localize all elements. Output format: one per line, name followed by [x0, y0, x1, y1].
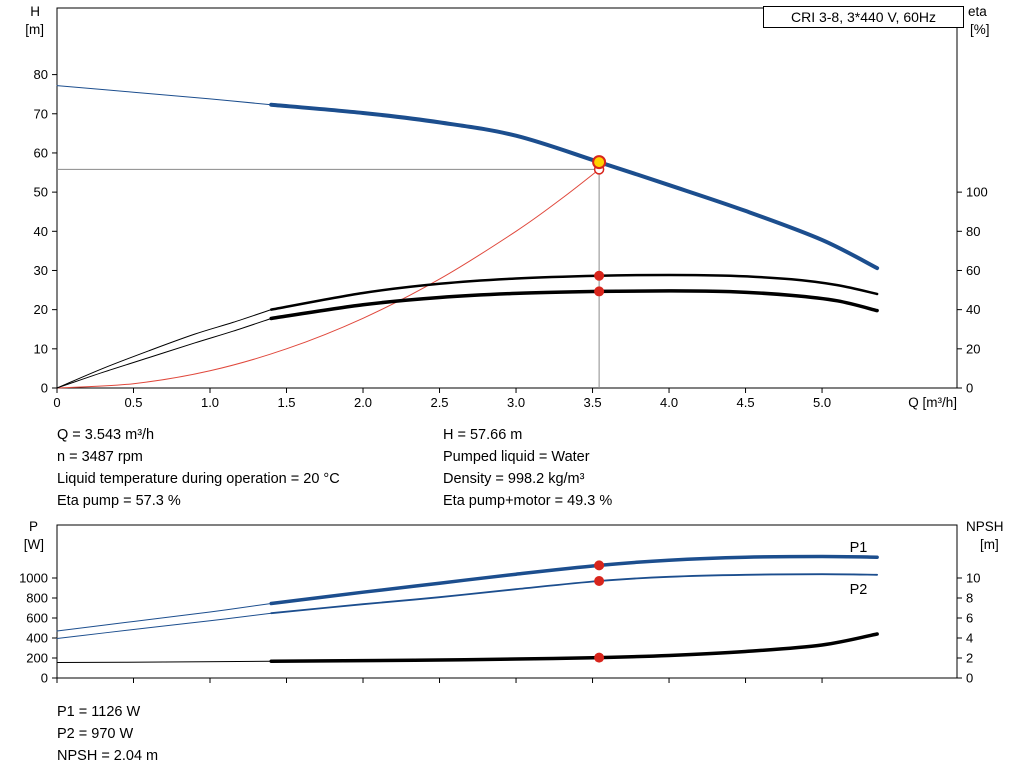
readout-line-n: n = 3487 rpm: [57, 449, 143, 465]
readout-line-h: H = 57.66 m: [443, 427, 523, 443]
plot-frame: [56, 7, 958, 389]
p2-point: [594, 576, 605, 586]
x-tick-label: 3.0: [507, 395, 525, 410]
right-tick-label: 8: [966, 591, 973, 606]
y-tick-label: 0: [41, 671, 48, 686]
readout-line-npsh: NPSH = 2.04 m: [57, 748, 159, 764]
right-tick-label: 2: [966, 651, 973, 666]
axis-unit-label: H: [30, 4, 40, 19]
y-tick-label: 1000: [19, 571, 48, 586]
x-tick-label: 2.0: [354, 395, 372, 410]
y-tick-label: 20: [34, 302, 48, 317]
x-tick-label: 4.5: [737, 395, 755, 410]
p1-point: [594, 560, 605, 571]
y-tick-label: 800: [26, 591, 48, 606]
axis-unit-label: [m]: [980, 537, 999, 552]
y-tick-label: 40: [34, 224, 48, 239]
y-tick-label: 10: [34, 341, 48, 356]
right-tick-label: 0: [966, 381, 973, 396]
x-tick-label: 1.5: [277, 395, 295, 410]
eta-pump-motor-curve: [269, 289, 879, 321]
x-tick-label: 1.0: [201, 395, 219, 410]
readout-line-p2: P2 = 970 W: [57, 726, 134, 742]
eta-pump-point: [594, 270, 605, 281]
y-tick-label: 60: [34, 145, 48, 160]
p1-curve: [269, 554, 879, 606]
npsh-lead: [56, 660, 272, 663]
pump-curve: [269, 102, 880, 271]
readout-line-density: Density = 998.2 kg/m³: [443, 471, 585, 487]
eta-pump-curve: [269, 273, 879, 311]
plot-frame: [56, 524, 958, 679]
x-tick-label: 3.5: [583, 395, 601, 410]
axis-unit-label: [W]: [24, 537, 44, 552]
axis-unit-label: NPSH: [966, 519, 1004, 534]
eta-pump-motor-point: [594, 286, 605, 297]
pump-title: CRI 3-8, 3*440 V, 60Hz: [790, 9, 936, 25]
duty-point: [592, 155, 607, 170]
axis-unit-label: [m]: [25, 22, 44, 37]
y-tick-label: 400: [26, 631, 48, 646]
readout-line-pumped-liquid: Pumped liquid = Water: [443, 449, 590, 465]
x-tick-label: 2.5: [430, 395, 448, 410]
x-axis-label: Q [m³/h]: [908, 395, 957, 410]
series-label-p2: P2: [850, 582, 868, 598]
right-tick-label: 10: [966, 571, 980, 586]
right-tick-label: 60: [966, 263, 980, 278]
x-tick-label: 5.0: [813, 395, 831, 410]
p2-lead: [56, 612, 272, 639]
head-efficiency-chart: 0 10 20 30 40 50 60 70 80 0 20 40 60 80 100 0 0.5 1.0 1.5 2…: [25, 4, 990, 410]
y-tick-label: 600: [26, 611, 48, 626]
y-tick-label: 70: [34, 106, 48, 121]
right-tick-label: 40: [966, 302, 980, 317]
x-tick-label: 4.0: [660, 395, 678, 410]
system-curve: [56, 168, 600, 389]
axis-unit-label: eta: [968, 4, 987, 19]
operating-point-column-2: H = 57.66 m Pumped liquid = Water Densit…: [443, 424, 612, 512]
y-tick-label: 200: [26, 651, 48, 666]
p1-lead: [56, 603, 272, 632]
npsh-curve: [269, 632, 879, 663]
pump-title-box: CRI 3-8, 3*440 V, 60Hz: [763, 6, 964, 28]
y-tick-label: 80: [34, 67, 48, 82]
operating-point-column-1: Q = 3.543 m³/h n = 3487 rpm Liquid tempe…: [57, 424, 340, 512]
right-tick-label: 4: [966, 631, 973, 646]
x-tick-label: 0.5: [124, 395, 142, 410]
right-tick-label: 20: [966, 341, 980, 356]
npsh-point: [594, 652, 605, 663]
eta-pump-motor-lead: [56, 317, 272, 389]
readout-line-liquid-temp: Liquid temperature during operation = 20…: [57, 471, 340, 487]
readout-line-eta-pump-motor: Eta pump+motor = 49.3 %: [443, 493, 613, 509]
axis-unit-label: P: [29, 519, 38, 534]
power-npsh-chart: 0 200 400 600 800 1000 0 2 4 6 8 10 P1 P2 P [W] NPSH [m]: [19, 519, 1004, 686]
y-tick-label: 0: [41, 381, 48, 396]
right-tick-label: 0: [966, 671, 973, 686]
series-label-p1: P1: [850, 540, 868, 556]
right-tick-label: 80: [966, 224, 980, 239]
power-readout: P1 = 1126 W P2 = 970 W NPSH = 2.04 m: [57, 701, 158, 767]
right-tick-label: 100: [966, 185, 988, 200]
x-tick-label: 0: [53, 395, 60, 410]
y-tick-label: 30: [34, 263, 48, 278]
readout-line-p1: P1 = 1126 W: [57, 704, 141, 720]
readout-line-q: Q = 3.543 m³/h: [57, 427, 155, 443]
right-tick-label: 6: [966, 611, 973, 626]
readout-line-eta-pump: Eta pump = 57.3 %: [57, 493, 181, 509]
pump-curve-lead: [56, 85, 272, 106]
y-tick-label: 50: [34, 185, 48, 200]
axis-unit-label: [%]: [970, 22, 990, 37]
eta-pump-lead: [56, 309, 272, 389]
